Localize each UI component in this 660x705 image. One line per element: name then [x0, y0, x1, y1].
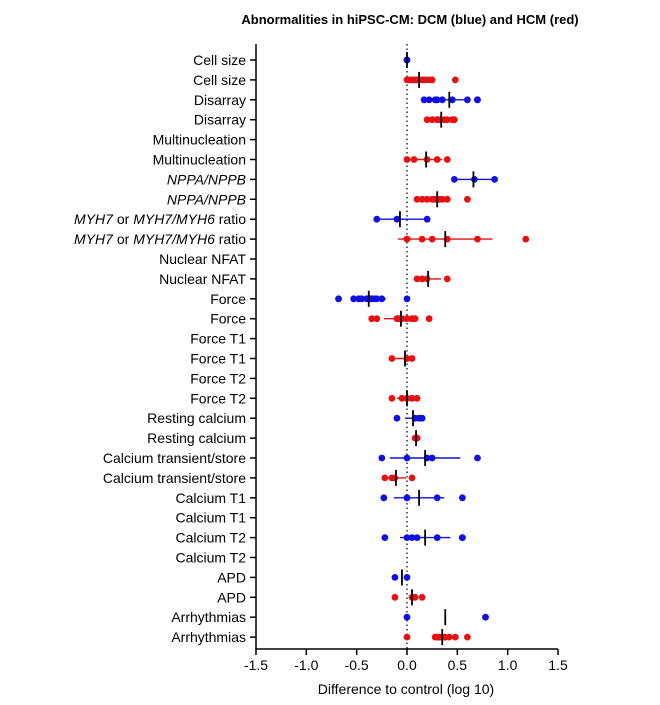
category-label: MYH7 or MYH7/MYH6 ratio — [74, 211, 246, 227]
axes — [250, 44, 558, 650]
data-marks — [335, 52, 530, 646]
category-label: Cell size — [193, 72, 246, 88]
data-point — [381, 534, 389, 541]
x-tick-label: 0.0 — [397, 657, 417, 673]
data-point — [418, 593, 426, 601]
category-label: Calcium T2 — [175, 550, 246, 566]
data-point — [403, 633, 411, 641]
data-point — [403, 156, 411, 163]
category-label: Calcium T2 — [175, 530, 246, 546]
data-point — [418, 414, 426, 422]
data-point — [408, 474, 416, 482]
data-point — [458, 494, 466, 502]
category-label: Nuclear NFAT — [159, 251, 246, 267]
category-label: Force T1 — [190, 331, 246, 347]
data-point — [335, 295, 342, 303]
data-point — [388, 394, 396, 402]
category-label: NPPA/NPPB — [167, 191, 246, 207]
data-point — [451, 76, 459, 84]
data-point — [418, 195, 426, 203]
category-label: Resting calcium — [147, 410, 246, 426]
data-point — [368, 315, 376, 323]
data-point — [391, 574, 399, 581]
category-label: Calcium T1 — [175, 510, 246, 526]
category-label: APD — [217, 569, 246, 585]
x-tick-label: -1.5 — [244, 657, 268, 673]
data-point — [403, 574, 411, 581]
data-point — [411, 593, 419, 601]
data-point — [403, 295, 411, 303]
category-label: Force T2 — [190, 390, 246, 406]
category-label: Force — [210, 291, 246, 307]
category-label: Calcium T1 — [175, 490, 246, 506]
data-point — [443, 275, 451, 283]
data-point — [464, 633, 471, 641]
data-point — [423, 116, 431, 124]
x-tick-label: 1.0 — [498, 657, 518, 673]
category-label: Force T2 — [190, 370, 246, 386]
data-point — [425, 315, 433, 323]
data-point — [403, 613, 411, 621]
data-point — [428, 76, 436, 84]
category-label: Multinucleation — [153, 132, 246, 148]
category-label: Resting calcium — [147, 430, 246, 446]
x-axis-ticks: -1.5 -1.0 -0.5 0.0 0.5 1.0 1.5 — [244, 649, 568, 673]
data-point — [445, 633, 453, 641]
data-point — [458, 534, 466, 541]
x-tick-label: 0.5 — [448, 657, 468, 673]
data-point — [443, 156, 451, 163]
data-point — [380, 494, 388, 502]
x-axis-label: Difference to control (log 10) — [318, 681, 494, 697]
category-label: Cell size — [193, 52, 246, 68]
category-label: Force — [210, 311, 246, 327]
data-point — [423, 215, 431, 223]
category-label: Force T1 — [190, 351, 246, 367]
data-point — [413, 434, 421, 442]
data-point — [491, 176, 498, 183]
data-point — [474, 454, 481, 462]
category-label: Nuclear NFAT — [159, 271, 246, 287]
data-point — [522, 235, 530, 243]
category-label: Arrhythmias — [171, 609, 246, 625]
data-point — [450, 116, 458, 124]
data-point — [391, 593, 399, 601]
data-point — [482, 613, 489, 621]
category-labels: Cell size Cell size Disarray Disarray Multin… — [74, 52, 246, 645]
data-point — [393, 414, 401, 422]
data-point — [388, 355, 396, 362]
data-point — [381, 474, 389, 482]
data-point — [451, 633, 459, 641]
category-label: MYH7 or MYH7/MYH6 ratio — [74, 231, 246, 247]
category-label: Arrhythmias — [171, 629, 246, 645]
category-label: Calcium transient/store — [103, 450, 246, 466]
data-point — [474, 96, 481, 104]
x-tick-label: -0.5 — [345, 657, 369, 673]
category-label: Disarray — [194, 92, 246, 108]
category-label: NPPA/NPPB — [167, 171, 246, 187]
category-label: Disarray — [194, 112, 246, 128]
chart-title: Abnormalities in hiPSC-CM: DCM (blue) an… — [241, 12, 578, 27]
data-point — [464, 195, 471, 203]
category-label: Calcium transient/store — [103, 470, 246, 486]
x-tick-label: -1.0 — [294, 657, 318, 673]
category-label: APD — [217, 589, 246, 605]
data-point — [373, 315, 381, 323]
data-point — [413, 195, 421, 203]
data-point — [420, 96, 428, 104]
data-point — [378, 454, 386, 462]
x-tick-label: 1.5 — [548, 657, 568, 673]
category-label: Multinucleation — [153, 152, 246, 168]
